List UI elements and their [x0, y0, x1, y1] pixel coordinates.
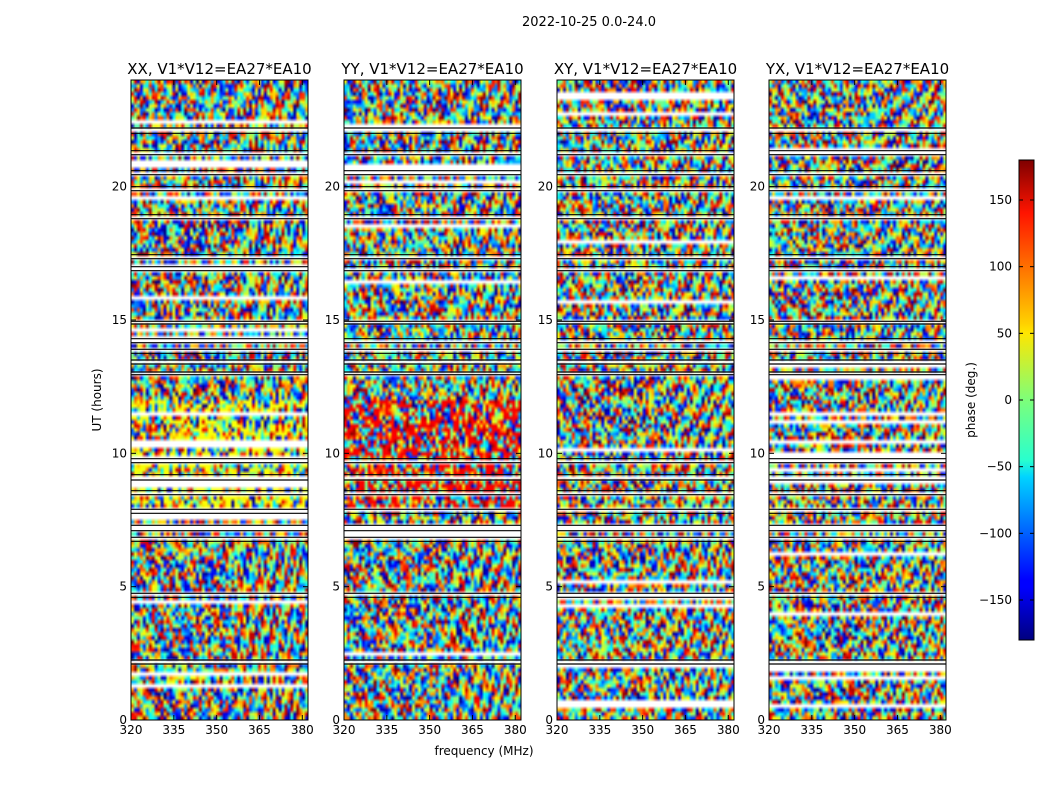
x-tick-label: 365	[461, 723, 484, 737]
phase-waterfall	[557, 80, 734, 720]
colorbar-tick-label: −150	[979, 593, 1012, 607]
y-tick-label: 10	[112, 446, 127, 460]
panel-xx: XX, V1*V12=EA27*EA10 320 335 350 365 380 0 5 10 1…	[112, 60, 314, 737]
x-tick-label: 365	[886, 723, 909, 737]
y-tick-label: 20	[112, 180, 127, 194]
x-tick-label: 335	[588, 723, 611, 737]
colorbar-gradient	[1019, 160, 1034, 640]
y-axis-label: UT (hours)	[90, 368, 104, 431]
y-tick-label: 5	[545, 580, 553, 594]
phase-waterfall	[344, 80, 521, 720]
panel-frame	[768, 79, 947, 721]
y-tick-label: 10	[538, 446, 553, 460]
x-axis-label: frequency (MHz)	[434, 744, 533, 758]
y-tick-label: 15	[325, 313, 340, 327]
x-tick-label: 350	[205, 723, 228, 737]
colorbar-tick-label: −100	[979, 526, 1012, 540]
figure-title: 2022-10-25 0.0-24.0	[522, 15, 656, 30]
x-tick-label: 335	[162, 723, 185, 737]
x-tick-label: 350	[843, 723, 866, 737]
y-tick-label: 15	[538, 313, 553, 327]
y-tick-label: 20	[325, 180, 340, 194]
y-tick-label: 5	[757, 580, 765, 594]
x-tick-label: 350	[631, 723, 654, 737]
y-tick-label: 5	[332, 580, 340, 594]
x-tick-label: 320	[120, 723, 143, 737]
panel-xy: XY, V1*V12=EA27*EA10 320 335 350 365 380 0 5 10 1…	[538, 60, 740, 737]
y-tick-label: 20	[750, 180, 765, 194]
colorbar-ticks: 150 100 50 0 −50 −100 −150	[979, 193, 1034, 607]
x-tick-label: 320	[333, 723, 356, 737]
x-tick-label: 380	[504, 723, 527, 737]
y-tick-label: 0	[332, 713, 340, 727]
colorbar-tick-label: 150	[989, 193, 1012, 207]
y-tick-label: 20	[538, 180, 553, 194]
x-tick-label: 335	[800, 723, 823, 737]
x-tick-label: 320	[758, 723, 781, 737]
y-tick-label: 10	[750, 446, 765, 460]
y-tick-label: 15	[750, 313, 765, 327]
phase-waterfall	[131, 80, 308, 720]
panel-frame	[130, 79, 309, 721]
phase-waterfall	[769, 80, 946, 720]
panel-frame	[556, 79, 735, 721]
x-tick-label: 365	[674, 723, 697, 737]
x-tick-label: 335	[375, 723, 398, 737]
colorbar-tick-label: 50	[997, 326, 1012, 340]
colorbar-tick-label: 0	[1004, 393, 1012, 407]
panel-title: YY, V1*V12=EA27*EA10	[340, 60, 523, 78]
panel-title: XX, V1*V12=EA27*EA10	[127, 60, 311, 78]
panel-frame	[343, 79, 522, 721]
panels: XX, V1*V12=EA27*EA10 320 335 350 365 380 0 5 10 1…	[112, 60, 952, 737]
x-tick-label: 365	[248, 723, 271, 737]
x-tick-label: 320	[546, 723, 569, 737]
x-tick-label: 380	[717, 723, 740, 737]
panel-title: XY, V1*V12=EA27*EA10	[554, 60, 737, 78]
x-tick-label: 350	[418, 723, 441, 737]
y-tick-label: 0	[545, 713, 553, 727]
y-tick-label: 0	[757, 713, 765, 727]
colorbar: 150 100 50 0 −50 −100 −150 phase (deg.)	[964, 159, 1035, 641]
y-tick-label: 0	[119, 713, 127, 727]
colorbar-tick-label: 100	[989, 260, 1012, 274]
x-tick-label: 380	[291, 723, 314, 737]
x-tick-label: 380	[929, 723, 952, 737]
panel-yy: YY, V1*V12=EA27*EA10 320 335 350 365 380 0 5 10 1…	[325, 60, 527, 737]
y-tick-label: 15	[112, 313, 127, 327]
y-tick-label: 10	[325, 446, 340, 460]
panel-title: YX, V1*V12=EA27*EA10	[765, 60, 949, 78]
colorbar-tick-label: −50	[987, 460, 1012, 474]
panel-yx: YX, V1*V12=EA27*EA10 320 335 350 365 380 0 5 10 1…	[750, 60, 952, 737]
y-tick-label: 5	[119, 580, 127, 594]
colorbar-label: phase (deg.)	[964, 362, 978, 438]
